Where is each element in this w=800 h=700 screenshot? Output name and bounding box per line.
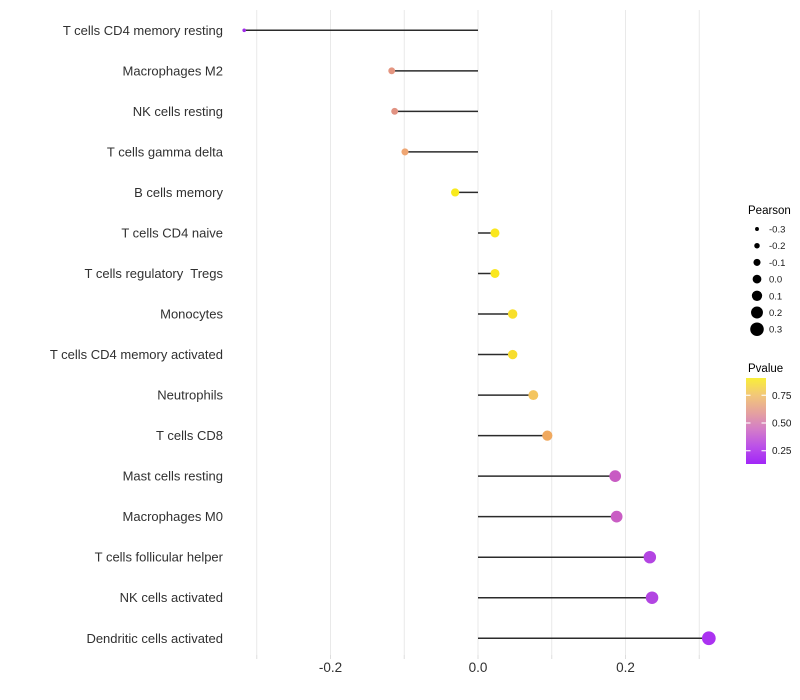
y-axis-label: T cells CD4 memory resting [63, 23, 223, 38]
size-legend-dot [755, 227, 759, 231]
color-legend-tick-label: 0.50 [772, 419, 792, 430]
x-tick-label: 0.2 [616, 660, 635, 675]
y-axis-label: NK cells activated [120, 590, 223, 605]
color-legend-title: Pvalue [748, 363, 783, 375]
color-legend-tick-label: 0.25 [772, 446, 792, 457]
lollipop-dot [490, 228, 500, 238]
y-axis-label: Monocytes [160, 307, 223, 322]
y-axis-label: Neutrophils [157, 388, 223, 403]
lollipop-dot [507, 309, 518, 319]
y-axis-label: T cells regulatory Tregs [85, 266, 224, 281]
size-legend-label: -0.3 [769, 225, 785, 236]
lollipop-dot [401, 148, 409, 156]
y-axis-label: T cells CD4 naive [121, 225, 223, 240]
lollipop-dot [242, 28, 247, 33]
size-legend-label: 0.3 [769, 325, 782, 336]
y-axis-label: B cells memory [134, 185, 223, 200]
lollipop-dot [609, 470, 622, 482]
size-legend-dot [752, 274, 762, 284]
lollipop-dot [701, 631, 716, 646]
x-tick-label: -0.2 [319, 660, 342, 675]
size-legend-dot [750, 322, 764, 336]
lollipop-dot [490, 268, 500, 279]
size-legend-label: 0.0 [769, 275, 782, 286]
size-legend-dot [751, 290, 763, 301]
lollipop-dot [542, 430, 553, 441]
y-axis-label: Dendritic cells activated [86, 631, 223, 646]
lollipop-dot [528, 390, 539, 401]
lollipop-dot [507, 349, 518, 360]
size-legend-dot [753, 258, 761, 266]
size-legend-label: 0.2 [769, 308, 782, 319]
size-legend-label: -0.2 [769, 241, 785, 252]
y-axis-label: T cells follicular helper [95, 550, 224, 565]
y-axis-label: T cells CD4 memory activated [50, 347, 223, 362]
size-legend-title: Pearson [748, 205, 791, 217]
color-legend-gradient [746, 378, 766, 464]
lollipop-dot [645, 591, 659, 604]
lollipop-dot [388, 67, 396, 75]
size-legend-dot [754, 242, 760, 249]
lollipop-dot [451, 188, 460, 197]
size-legend-label: 0.1 [769, 291, 782, 302]
y-axis-label: T cells gamma delta [107, 144, 224, 159]
y-axis-label: Mast cells resting [123, 469, 223, 484]
y-axis-label: Macrophages M0 [123, 509, 223, 524]
x-tick-label: 0.0 [469, 660, 488, 675]
color-legend-tick-label: 0.75 [772, 391, 792, 402]
lollipop-dot [643, 550, 657, 564]
lollipop-dot [391, 107, 399, 115]
size-legend-dot [751, 306, 763, 319]
y-axis-label: Macrophages M2 [123, 63, 223, 78]
y-axis-label: T cells CD8 [156, 428, 223, 443]
size-legend-label: -0.1 [769, 258, 785, 269]
lollipop-dot [610, 510, 623, 523]
y-axis-label: NK cells resting [133, 104, 223, 119]
